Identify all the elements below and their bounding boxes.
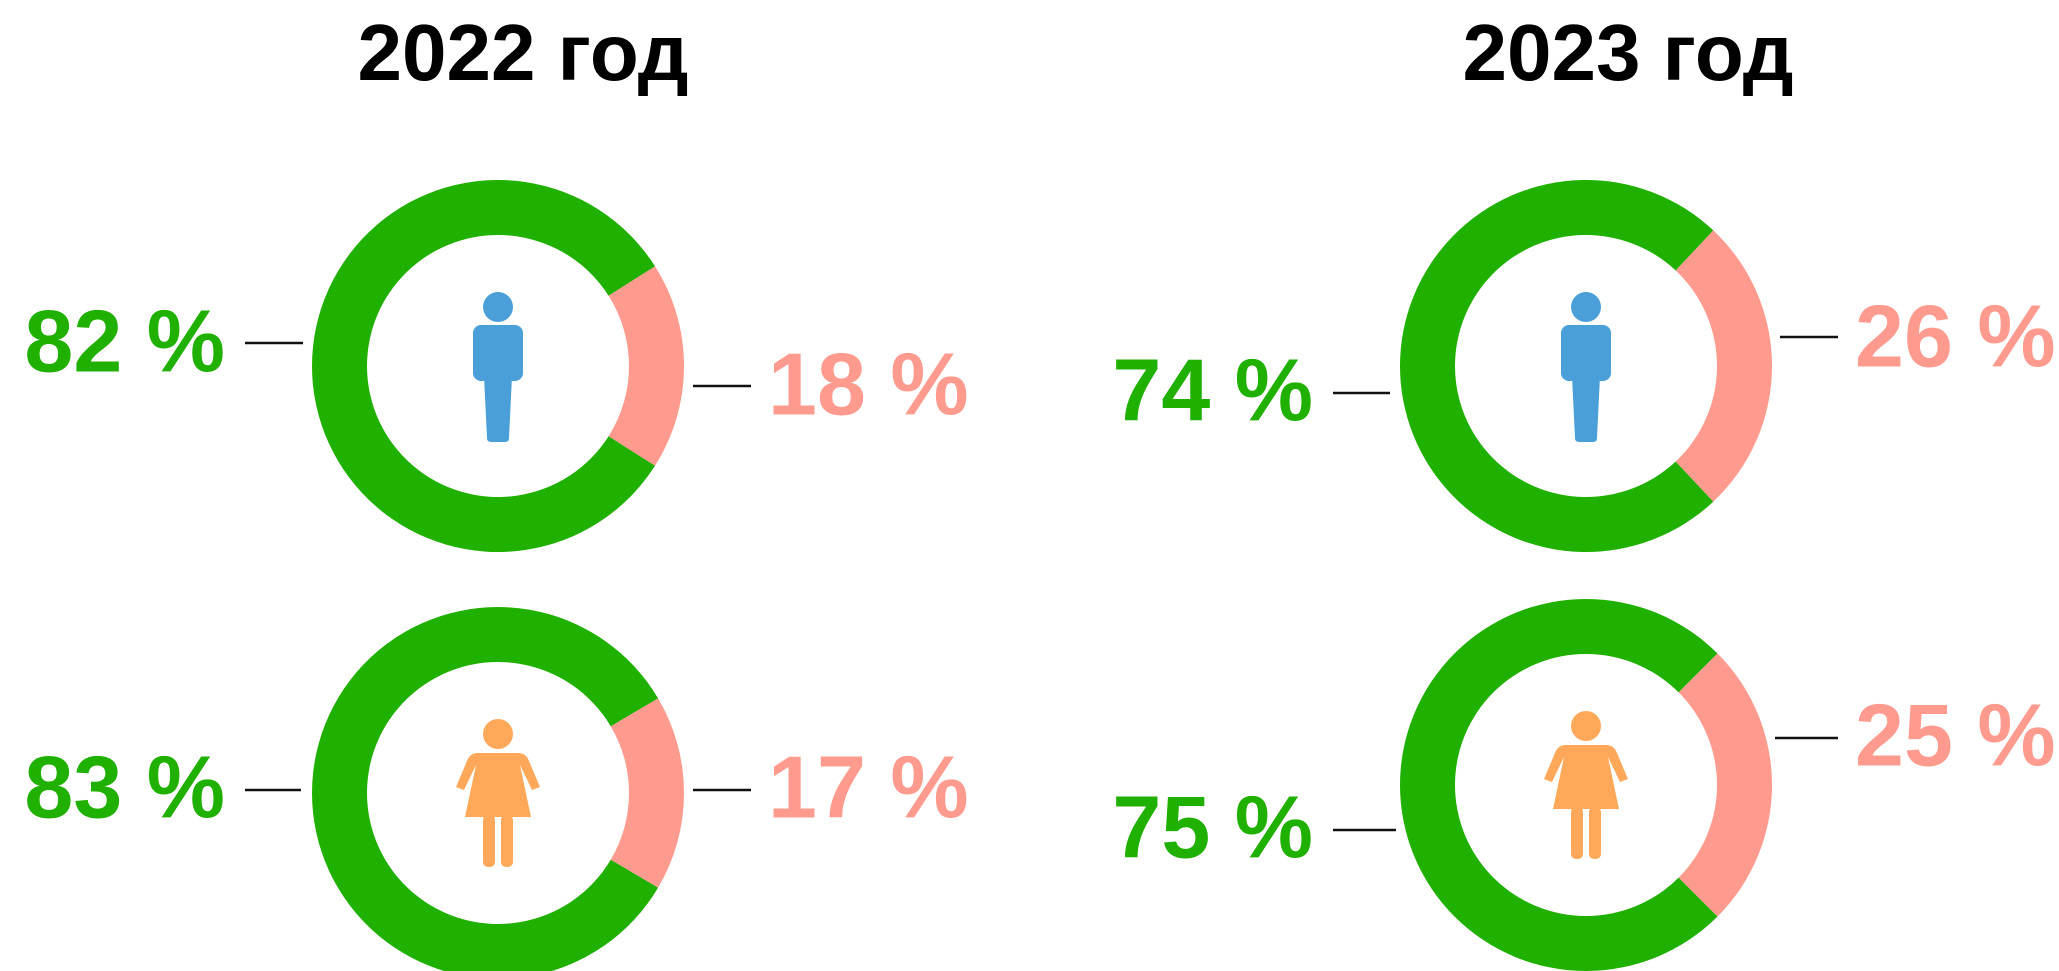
- column-title: 2022 год: [357, 8, 688, 97]
- donut-segment: [1675, 230, 1772, 502]
- value-label: 17 %: [768, 737, 969, 836]
- woman-icon: [1544, 711, 1628, 859]
- donut-segment: [610, 698, 684, 888]
- donut-segment: [1400, 179, 1714, 552]
- donut-segment: [1678, 653, 1772, 917]
- value-label: 26 %: [1855, 286, 2056, 385]
- man-icon: [1561, 292, 1611, 442]
- value-label: 25 %: [1855, 685, 2056, 784]
- value-label: 82 %: [24, 291, 225, 390]
- column-title: 2023 год: [1462, 8, 1793, 97]
- value-label: 74 %: [1112, 340, 1313, 439]
- donut-segment: [312, 179, 656, 552]
- donut-segment: [1400, 599, 1718, 971]
- donut-segment: [608, 266, 684, 466]
- value-label: 83 %: [24, 737, 225, 836]
- man-icon: [473, 292, 523, 442]
- donuts: 82 % 18 % 83 % 17 % 74 % 26 % 75 % 25 %: [24, 179, 2056, 971]
- donut-segment: [312, 607, 659, 971]
- woman-icon: [456, 719, 540, 867]
- value-label: 18 %: [768, 334, 969, 433]
- value-label: 75 %: [1112, 777, 1313, 876]
